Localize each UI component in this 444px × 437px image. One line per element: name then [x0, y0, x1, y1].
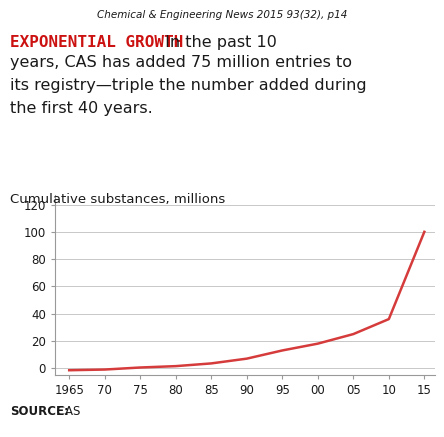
- Text: Chemical & Engineering News 2015 93(32), p14: Chemical & Engineering News 2015 93(32),…: [97, 10, 347, 20]
- Text: EXPONENTIAL GROWTH: EXPONENTIAL GROWTH: [10, 35, 183, 50]
- Text: CAS: CAS: [53, 405, 81, 418]
- Text: Cumulative substances, millions: Cumulative substances, millions: [10, 193, 225, 206]
- Text: In the past 10: In the past 10: [160, 35, 277, 50]
- Text: its registry—triple the number added during: its registry—triple the number added dur…: [10, 78, 366, 93]
- Text: years, CAS has added 75 million entries to: years, CAS has added 75 million entries …: [10, 55, 352, 70]
- Text: SOURCE:: SOURCE:: [10, 405, 69, 418]
- Text: the first 40 years.: the first 40 years.: [10, 101, 153, 115]
